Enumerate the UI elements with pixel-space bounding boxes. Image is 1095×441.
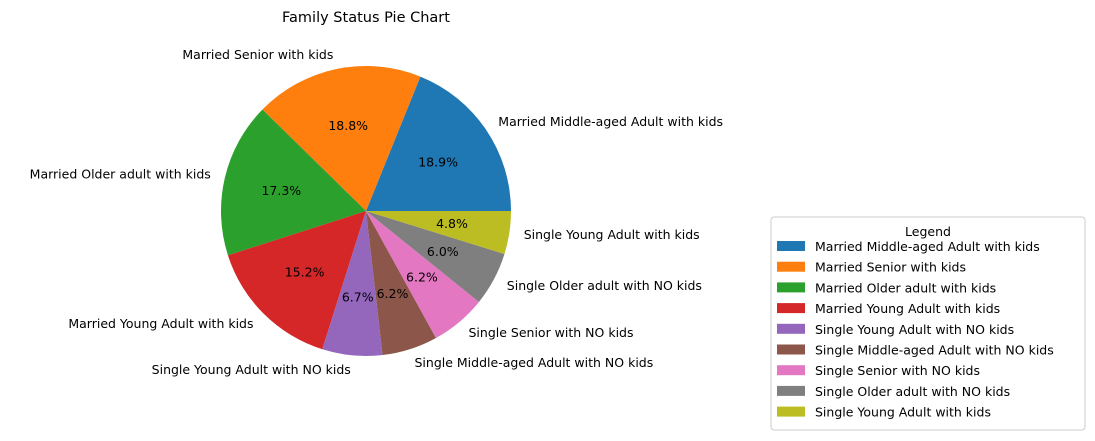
pie-percent-label: 6.2%	[406, 270, 438, 285]
pie-category-label: Married Senior with kids	[182, 47, 333, 62]
legend-label: Married Young Adult with kids	[815, 301, 1000, 316]
legend-swatch	[777, 365, 805, 376]
pie-slice-married-senior-with-kids	[262, 65, 421, 212]
pie-percent-label: 6.2%	[377, 286, 409, 301]
pie-slice-single-senior-with-no-kids	[366, 211, 479, 338]
pie-percent-label: 17.3%	[261, 183, 301, 198]
pie-slice-single-young-adult-with-kids	[366, 211, 511, 255]
legend-swatch	[777, 385, 805, 396]
pie-category-label: Married Middle-aged Adult with kids	[498, 114, 723, 129]
legend: Legend Married Middle-aged Adult with ki…	[770, 216, 1086, 431]
legend-swatch	[777, 282, 805, 293]
slice-category-labels: Married Middle-aged Adult with kids Marri…	[30, 47, 723, 377]
legend-label: Single Senior with NO kids	[815, 363, 980, 378]
legend-swatch	[777, 241, 805, 251]
legend-swatch	[777, 261, 805, 272]
legend-label: Single Older adult with NO kids	[815, 384, 1010, 399]
pie-slice-married-older-adult-with-kids	[220, 109, 366, 256]
pie-slice-single-older-adult-with-no-kids	[366, 211, 505, 302]
legend-label: Single Young Adult with NO kids	[815, 322, 1014, 337]
pie-slice-single-middle-aged-adult-with-no-kids	[366, 211, 436, 356]
pie-percent-label: 6.7%	[342, 290, 374, 305]
legend-frame	[770, 216, 1086, 431]
legend-swatch	[777, 344, 805, 355]
legend-title: Legend	[905, 224, 951, 239]
pie-category-label: Single Young Adult with kids	[524, 227, 700, 242]
pie-percent-label: 18.8%	[328, 118, 368, 133]
legend-label: Married Senior with kids	[815, 260, 966, 275]
pie-percent-label: 6.0%	[427, 244, 459, 259]
legend-label: Married Older adult with kids	[815, 280, 996, 295]
pie-percent-label: 4.8%	[436, 216, 468, 231]
pie-category-label: Married Young Adult with kids	[68, 316, 253, 331]
legend-swatch	[777, 303, 805, 314]
pie-category-label: Single Middle-aged Adult with NO kids	[415, 355, 654, 370]
pie-slices	[220, 65, 512, 356]
legend-label: Single Middle-aged Adult with NO kids	[815, 343, 1054, 358]
pie-category-label: Married Older adult with kids	[30, 166, 211, 181]
legend-swatch	[777, 406, 805, 417]
slice-percent-labels: 18.9%18.8%17.3%15.2%6.7% 6.2%6.2%6.0%4.8%	[261, 118, 468, 305]
pie-category-label: Single Older adult with NO kids	[507, 278, 702, 293]
pie-percent-label: 18.9%	[418, 154, 458, 169]
pie-category-label: Single Young Adult with NO kids	[152, 362, 351, 377]
pie-slice-married-young-adult-with-kids	[227, 211, 366, 350]
pie-slice-single-young-adult-with-no-kids	[322, 211, 383, 356]
chart-title: Family Status Pie Chart	[282, 10, 450, 26]
legend-label: Married Middle-aged Adult with kids	[815, 239, 1040, 254]
pie-percent-label: 15.2%	[285, 265, 325, 280]
pie-category-label: Single Senior with NO kids	[469, 325, 634, 340]
legend-swatch	[777, 323, 805, 334]
legend-label: Single Young Adult with kids	[815, 405, 991, 420]
legend-items: Married Middle-aged Adult with kids Marri…	[777, 239, 1054, 420]
pie-slice-married-middle-aged-adult-with-kids	[366, 76, 512, 211]
